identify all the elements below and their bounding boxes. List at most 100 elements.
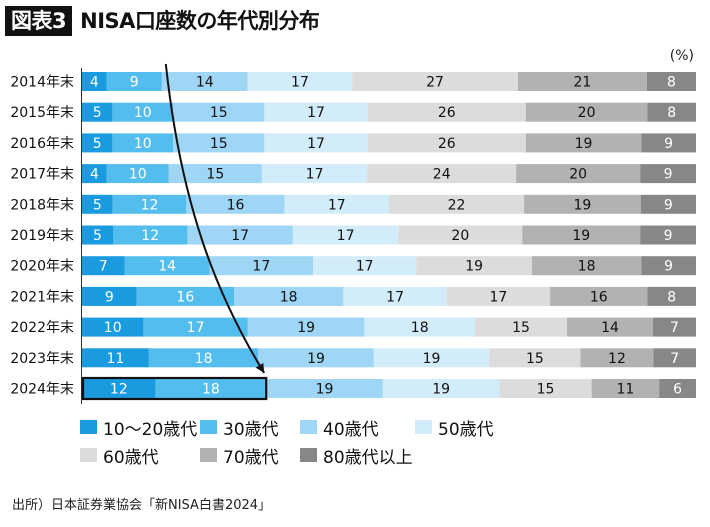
y-tick-label: 2016年末 [10, 136, 74, 152]
bar-segment [367, 164, 517, 184]
bar-segment [209, 256, 314, 276]
trend-arrow [164, 63, 266, 374]
bar-segment [187, 225, 293, 245]
legend-label: 60歳代 [103, 447, 159, 468]
data-label: 17 [187, 320, 205, 336]
data-label: 4 [90, 167, 99, 183]
legend-swatch [415, 420, 432, 434]
legend-row: 60歳代 70歳代 80歳代以上 [80, 441, 600, 469]
bar-segment [173, 102, 265, 122]
legend-swatch [200, 420, 217, 434]
data-label: 9 [664, 259, 673, 275]
legend-item: 10〜20歳代 [80, 415, 200, 440]
bar-segment [373, 348, 490, 368]
data-label: 10 [134, 105, 152, 121]
data-label: 8 [667, 289, 676, 305]
bar-segment [186, 194, 285, 214]
legend-item: 60歳代 [80, 443, 200, 468]
legend-item: 30歳代 [200, 415, 300, 440]
bar-segment [531, 256, 642, 276]
y-tick-label: 2018年末 [10, 197, 74, 213]
bar-segment [416, 256, 532, 276]
bar-segment [264, 133, 368, 153]
data-label: 19 [307, 351, 325, 367]
bar-segment [261, 164, 368, 184]
data-label: 17 [386, 289, 404, 305]
bar-segment [258, 348, 374, 368]
bar-segment [647, 102, 696, 122]
legend-label: 30歳代 [223, 419, 279, 440]
bar-segment [550, 286, 648, 306]
bar-segment [640, 225, 696, 245]
bar-segment [398, 225, 523, 245]
bar-segment [641, 256, 696, 276]
bar-segment [516, 164, 641, 184]
bar-segment [82, 133, 113, 153]
bar-segment [136, 286, 234, 306]
data-label: 19 [575, 136, 593, 152]
data-label: 5 [93, 228, 102, 244]
data-label: 7 [99, 259, 108, 275]
bar-segment [143, 317, 248, 337]
bar-segment [343, 286, 447, 306]
arrowhead-icon [255, 362, 265, 373]
data-label: 9 [664, 197, 673, 213]
bar-segment [499, 379, 592, 398]
bar-segment [382, 379, 500, 398]
legend-swatch [80, 448, 97, 462]
data-label: 19 [465, 259, 483, 275]
data-label: 19 [573, 197, 591, 213]
bar-segment [233, 286, 344, 306]
bar-segment [446, 286, 551, 306]
unit-label: (%) [669, 48, 694, 64]
bar-segment [591, 379, 660, 398]
bar-segment [106, 72, 162, 91]
legend: 10〜20歳代 30歳代 40歳代 50歳代 60歳代 70歳代 80歳代以上 [80, 413, 600, 469]
bar-segment [580, 348, 654, 368]
data-label: 4 [90, 75, 99, 91]
bar-segment [517, 72, 647, 91]
bar-segment [352, 72, 518, 91]
bar-segment [389, 194, 525, 214]
data-label: 16 [590, 289, 608, 305]
data-label: 26 [438, 105, 456, 121]
bar-segment [264, 102, 368, 122]
data-label: 17 [356, 259, 374, 275]
bar-segment [640, 194, 696, 214]
y-tick-label: 2023年末 [10, 351, 74, 367]
bar-segment [82, 348, 149, 368]
data-label: 11 [616, 382, 634, 398]
bar-segment [82, 164, 107, 184]
y-tick-label: 2022年末 [10, 320, 74, 336]
data-label: 20 [569, 167, 587, 183]
bar-segment [168, 164, 262, 184]
legend-item: 50歳代 [415, 415, 525, 440]
y-tick-label: 2019年末 [10, 228, 74, 244]
bar-segment [474, 317, 568, 337]
legend-label: 40歳代 [323, 419, 379, 440]
legend-item: 80歳代以上 [300, 443, 430, 468]
bar-segment [82, 379, 156, 398]
bar-segment [522, 225, 641, 245]
data-label: 15 [210, 105, 228, 121]
data-label: 5 [93, 136, 102, 152]
legend-label: 70歳代 [223, 447, 279, 468]
data-label: 21 [573, 75, 591, 91]
y-tick-label: 2021年末 [10, 289, 74, 305]
y-tick-label: 2015年末 [10, 105, 74, 121]
bar-segment [82, 194, 113, 214]
source-note: 出所）日本証券業協会「新NISA白書2024」 [12, 498, 272, 513]
data-label: 27 [426, 75, 444, 91]
data-label: 16 [227, 197, 245, 213]
data-label: 8 [667, 75, 676, 91]
data-label: 7 [670, 351, 679, 367]
data-label: 7 [670, 320, 679, 336]
bar-segment [82, 256, 125, 276]
bar-segment [247, 72, 353, 91]
data-label: 19 [432, 382, 450, 398]
data-label: 18 [280, 289, 298, 305]
bar-segment [113, 225, 188, 245]
data-label: 12 [110, 382, 128, 398]
legend-label: 50歳代 [438, 419, 494, 440]
